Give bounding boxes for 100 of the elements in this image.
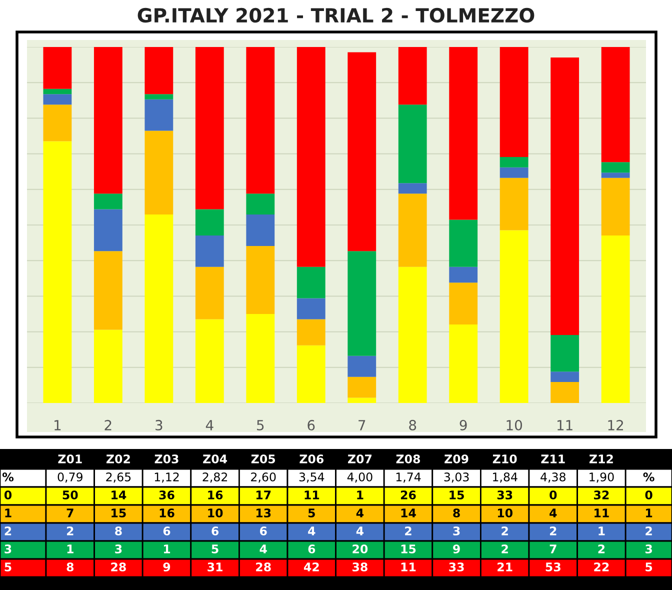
legend-label: 0	[645, 490, 652, 500]
text: 4,38	[540, 472, 566, 483]
bar	[398, 47, 427, 105]
bar	[296, 47, 326, 267]
text: Z01	[58, 454, 82, 464]
x-tick-label: 2	[104, 420, 112, 430]
bar	[601, 172, 630, 178]
data-label: 6	[308, 544, 316, 554]
data-label: 8	[115, 526, 122, 536]
bar	[550, 382, 580, 403]
x-tick-label: 4	[206, 420, 214, 430]
data-label: 1	[164, 544, 170, 554]
bar	[398, 194, 427, 267]
text: Z05	[251, 454, 276, 464]
bar	[246, 214, 275, 246]
data-label: 14	[401, 508, 416, 518]
data-label: 3	[453, 526, 460, 536]
x-tick-label: 3	[156, 420, 162, 430]
data-label: 2	[405, 526, 412, 536]
bar	[94, 251, 122, 330]
bar	[348, 251, 376, 356]
data-label: 38	[352, 562, 368, 572]
x-tick-label: 5	[257, 420, 264, 430]
bar	[449, 324, 478, 403]
data-label: 50	[62, 490, 78, 500]
text: 0	[4, 490, 12, 500]
data-label: 13	[256, 508, 271, 518]
bar	[601, 178, 630, 236]
data-label: 4	[356, 508, 364, 518]
data-label: 17	[256, 490, 271, 500]
text: 3,54	[299, 472, 324, 483]
data-label: 32	[594, 490, 609, 500]
text: Z10	[492, 454, 517, 464]
text: Z12	[589, 454, 613, 464]
data-label: 10	[208, 508, 223, 518]
data-label: 15	[112, 508, 126, 518]
data-label: 6	[212, 526, 219, 536]
bar	[296, 319, 326, 346]
legend-label: 3	[645, 544, 652, 554]
data-label: 28	[111, 562, 126, 572]
text: 2,65	[106, 472, 131, 483]
bar	[195, 319, 224, 403]
bar	[144, 94, 174, 100]
bar	[449, 266, 478, 283]
x-tick-label: 11	[558, 420, 572, 430]
text: %	[643, 472, 654, 482]
text: Z11	[541, 454, 565, 464]
x-tick-label: 7	[358, 420, 366, 430]
data-label: 53	[546, 562, 560, 572]
data-label: 26	[400, 490, 416, 500]
data-label: 4	[308, 526, 316, 536]
data-label: 5	[212, 544, 218, 554]
bar	[246, 194, 275, 215]
data-label: 9	[163, 562, 170, 572]
bar	[348, 356, 376, 377]
data-label: 31	[208, 562, 222, 572]
data-label: 14	[112, 490, 126, 500]
text: Z07	[348, 454, 372, 464]
data-label: 33	[449, 562, 464, 572]
legend-label: 5	[646, 562, 652, 572]
bar	[550, 372, 580, 382]
bar	[398, 183, 427, 194]
bar	[246, 246, 275, 314]
bar	[195, 209, 224, 236]
data-label: 4	[356, 526, 364, 536]
bar	[296, 345, 326, 403]
data-label: 5	[308, 508, 315, 518]
data-label: 15	[401, 544, 416, 554]
legend-label: 1	[646, 508, 652, 518]
data-label: 8	[66, 562, 74, 572]
bar	[144, 214, 174, 403]
data-label: 2	[550, 526, 556, 536]
text: Z08	[396, 454, 420, 464]
category-label: 2	[4, 526, 12, 536]
bar	[246, 47, 275, 194]
data-label: 7	[66, 508, 74, 518]
data-label: 6	[260, 526, 267, 536]
data-label: 15	[450, 490, 464, 500]
data-label: 11	[304, 490, 320, 500]
bar	[601, 162, 630, 173]
bar	[449, 47, 478, 220]
category-label: 3	[4, 544, 12, 554]
text: 1,74	[396, 472, 421, 483]
text: Z04	[203, 454, 227, 464]
bar	[500, 178, 528, 230]
data-label: 1	[598, 526, 605, 536]
data-label: 1	[67, 544, 74, 554]
x-tick-label: 8	[409, 420, 416, 430]
x-tick-label: 12	[608, 420, 624, 430]
data-label: 3	[115, 544, 122, 554]
bar	[296, 266, 326, 298]
data-label: 4	[550, 508, 557, 518]
bar	[500, 156, 528, 168]
bar	[43, 94, 72, 105]
text: 1	[5, 508, 12, 518]
bar	[43, 104, 72, 142]
data-label: 2	[502, 544, 508, 554]
bar	[449, 282, 478, 324]
text: 3,03	[444, 472, 469, 483]
bar	[43, 88, 72, 94]
